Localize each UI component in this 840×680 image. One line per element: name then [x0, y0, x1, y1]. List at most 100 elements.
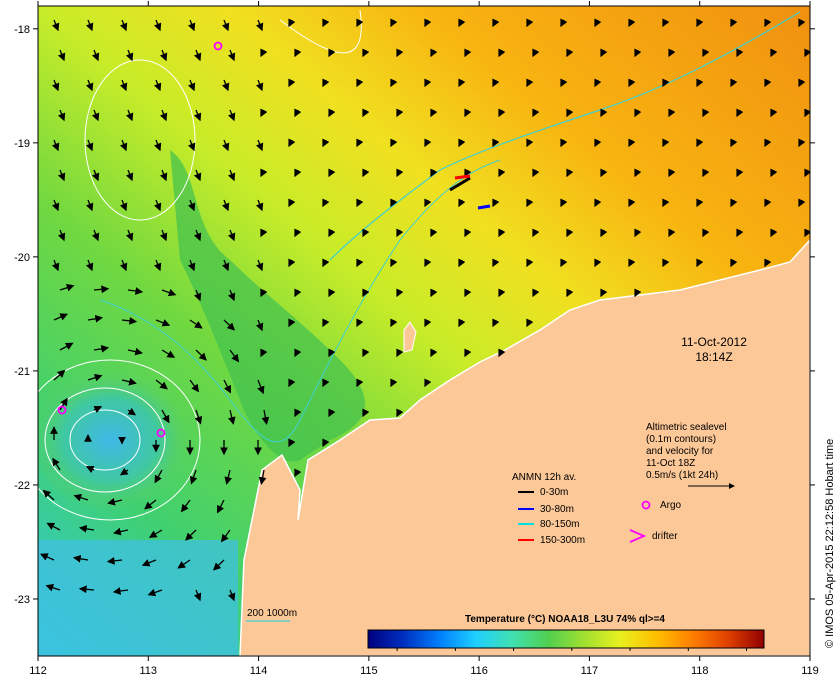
velocity-arrow-icon — [702, 108, 710, 118]
velocity-arrow-icon — [153, 199, 162, 212]
velocity-arrow-icon — [696, 138, 704, 148]
velocity-arrow-icon — [328, 108, 336, 118]
velocity-arrow-icon — [396, 168, 404, 178]
velocity-arrow-icon — [107, 497, 123, 506]
velocity-arrow-icon — [804, 168, 810, 178]
velocity-arrow-icon — [702, 228, 710, 238]
velocity-arrow-icon — [147, 588, 163, 597]
velocity-arrow-icon — [362, 168, 370, 178]
velocity-arrow-icon — [119, 19, 128, 32]
anmn-item-label: 150-300m — [540, 535, 585, 546]
velocity-arrow-icon — [119, 467, 129, 476]
velocity-arrow-icon — [600, 108, 608, 118]
velocity-arrow-icon — [322, 138, 330, 148]
velocity-arrow-icon — [227, 169, 236, 182]
velocity-arrow-icon — [51, 19, 60, 32]
velocity-arrow-icon — [85, 79, 94, 92]
velocity-arrow-icon — [702, 168, 710, 178]
velocity-arrow-icon — [187, 139, 196, 152]
velocity-arrow-icon — [532, 108, 540, 118]
velocity-arrow-icon — [804, 108, 810, 118]
legend-line: 0.5m/s (1kt 24h) — [646, 470, 718, 481]
velocity-arrow-icon — [668, 48, 676, 58]
lon-tick-label: 112 — [29, 665, 47, 677]
velocity-arrow-icon — [193, 289, 202, 302]
velocity-arrow-icon — [532, 168, 540, 178]
velocity-arrow-icon — [220, 529, 231, 543]
legend-line: and velocity for — [646, 446, 714, 457]
velocity-arrow-icon — [770, 228, 778, 238]
velocity-arrow-icon — [193, 49, 202, 62]
lat-tick-label: -18 — [14, 24, 30, 36]
velocity-arrow-icon — [390, 198, 398, 208]
velocity-arrow-icon — [159, 229, 168, 242]
velocity-arrow-icon — [594, 78, 602, 88]
velocity-arrow-icon — [526, 138, 534, 148]
colorbar-tick-label: 21 — [391, 655, 403, 667]
velocity-arrow-icon — [498, 108, 506, 118]
velocity-arrow-icon — [260, 228, 268, 238]
cool-filament — [170, 150, 365, 462]
velocity-arrow-icon — [634, 48, 642, 58]
velocity-arrow-icon — [51, 79, 60, 92]
velocity-arrow-icon — [42, 489, 55, 501]
velocity-arrow-icon — [91, 109, 100, 122]
anmn-item-80-150m: 80-150m — [518, 519, 579, 530]
lon-tick-label: 117 — [581, 665, 599, 677]
colorbar-tick-label: 22 — [449, 655, 461, 667]
velocity-arrow-icon — [730, 138, 738, 148]
velocity-arrow-icon — [702, 48, 710, 58]
velocity-arrow-icon — [498, 348, 506, 358]
velocity-arrow-icon — [424, 378, 432, 388]
velocity-arrow-icon — [119, 79, 128, 92]
velocity-arrow-icon — [87, 373, 103, 382]
velocity-arrow-icon — [260, 348, 268, 358]
velocity-arrow-icon — [736, 228, 744, 238]
velocity-arrow-icon — [424, 318, 432, 328]
velocity-arrow-icon — [464, 288, 472, 298]
velocity-arrow-icon — [221, 79, 230, 92]
velocity-arrow-icon — [189, 469, 198, 485]
legend-line: (0.1m contours) — [646, 434, 716, 445]
velocity-arrow-icon — [764, 18, 772, 28]
velocity-arrow-icon — [458, 18, 466, 28]
velocity-arrow-icon — [144, 499, 157, 510]
velocity-arrow-icon — [85, 19, 94, 32]
velocity-arrow-icon — [223, 379, 231, 394]
velocity-arrow-icon — [125, 229, 134, 242]
velocity-arrow-icon — [362, 108, 370, 118]
velocity-arrow-icon — [227, 289, 236, 302]
argo-legend-label: Argo — [660, 500, 682, 511]
velocity-arrow-icon — [57, 229, 66, 242]
colorbar-tick-label: 23 — [507, 655, 519, 667]
velocity-arrow-icon — [628, 258, 636, 268]
velocity-arrow-icon — [424, 198, 432, 208]
velocity-arrow-icon — [51, 139, 60, 152]
velocity-arrow-icon — [187, 199, 196, 212]
velocity-arrow-icon — [356, 378, 364, 388]
barrow-island — [403, 321, 417, 353]
velocity-arrow-icon — [159, 109, 168, 122]
velocity-arrow-icon — [227, 409, 236, 425]
velocity-arrow-icon — [113, 527, 129, 536]
velocity-arrow-icon — [148, 529, 163, 538]
velocity-arrow-icon — [288, 318, 296, 328]
velocity-arrow-icon — [294, 288, 302, 298]
velocity-arrow-icon — [125, 49, 134, 62]
velocity-arrow-icon — [261, 409, 270, 425]
colorbar-scale — [367, 629, 765, 649]
anmn-item-0-30m: 0-30m — [518, 487, 568, 498]
velocity-arrow-icon — [193, 229, 202, 242]
velocity-arrow-icon — [59, 342, 74, 351]
velocity-arrow-icon — [600, 288, 608, 298]
velocity-arrow-icon — [532, 48, 540, 58]
velocity-arrow-icon — [260, 48, 268, 58]
argo-float — [57, 405, 67, 415]
velocity-arrow-icon — [288, 78, 296, 88]
velocity-arrow-icon — [764, 138, 772, 148]
velocity-arrow-icon — [396, 288, 404, 298]
velocity-arrow-icon — [91, 229, 100, 242]
anmn-legend: ANMN 12h av. 0-30m 30-80m 80-150m 150-30… — [512, 472, 585, 546]
map-plot-area: 11-Oct-2012 18:14Z Altimetric sealevel (… — [38, 6, 810, 667]
velocity-arrow-icon — [764, 258, 772, 268]
